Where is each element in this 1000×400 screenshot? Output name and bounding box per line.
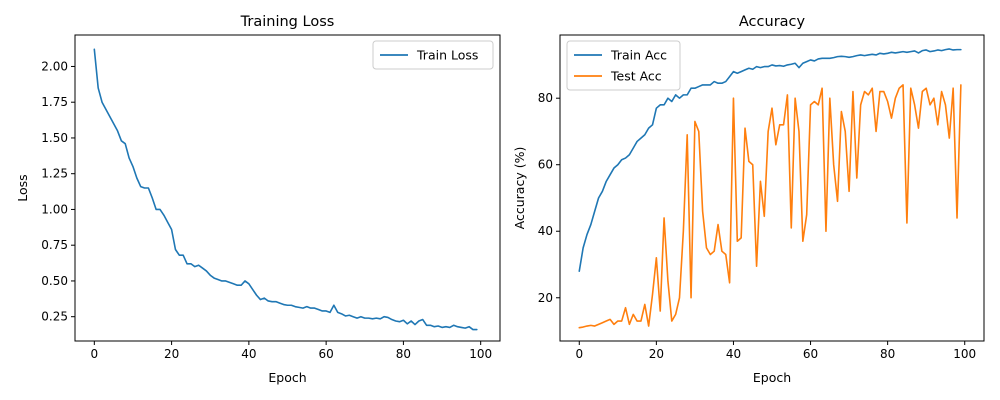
loss-legend-box [372,40,494,70]
loss-y-tick-label: 0.50 [41,274,68,288]
loss-series-train-loss-line [93,48,478,331]
accuracy-series-test-acc-line [578,84,962,329]
loss-x-tick-label: 20 [164,347,179,361]
accuracy-y-tick-label: 40 [538,224,553,238]
accuracy-y-axis-label: Accuracy (%) [512,147,527,230]
loss-x-tick-label: 40 [241,347,256,361]
loss-y-axis-label: Loss [15,174,30,201]
loss-y-tick-label: 1.00 [41,202,68,216]
accuracy-series-train-acc-line [578,48,962,272]
loss-chart-title: Training Loss [240,14,335,30]
loss-y-tick-label: 2.00 [41,59,68,73]
loss-y-tick-label: 0.25 [41,310,68,324]
loss-x-tick-label: 80 [396,347,411,361]
loss-x-tick-label: 100 [469,347,492,361]
accuracy-chart-title: Accuracy [739,14,806,30]
loss-y-tick-label: 1.50 [41,131,68,145]
accuracy-x-tick-label: 20 [649,347,664,361]
loss-y-tick-label: 1.25 [41,167,68,181]
accuracy-chart: 0 20 40 60 80 100 20 40 60 80 Accuracy Epoch Accurac… [512,14,985,385]
loss-plot-frame [74,34,501,342]
accuracy-x-tick-label: 40 [726,347,741,361]
accuracy-legend-label: Train Acc [610,48,667,63]
loss-x-tick-label: 0 [90,347,98,361]
loss-legend: Train Loss [372,40,494,70]
accuracy-y-tick-label: 60 [538,158,553,172]
accuracy-y-tick-label: 20 [538,291,553,305]
loss-chart: 0 20 40 60 80 100 0.25 0.50 0.75 1.00 1.25 1.50 1.75… [15,14,501,385]
accuracy-x-tick-label: 80 [880,347,895,361]
accuracy-y-tick-label: 80 [538,91,553,105]
accuracy-legend-label: Test Acc [610,69,662,84]
accuracy-x-tick-label: 0 [575,347,583,361]
accuracy-plot-frame [559,34,985,342]
accuracy-x-axis-label: Epoch [753,370,791,385]
accuracy-x-tick-label: 100 [953,347,976,361]
accuracy-legend-box [566,40,681,91]
loss-y-tick-label: 0.75 [41,238,68,252]
accuracy-x-tick-label: 60 [803,347,818,361]
loss-legend-label: Train Loss [416,48,478,63]
loss-x-axis-label: Epoch [268,370,306,385]
accuracy-legend: Train Acc Test Acc [566,40,681,91]
loss-y-tick-label: 1.75 [41,95,68,109]
loss-x-tick-label: 60 [318,347,333,361]
